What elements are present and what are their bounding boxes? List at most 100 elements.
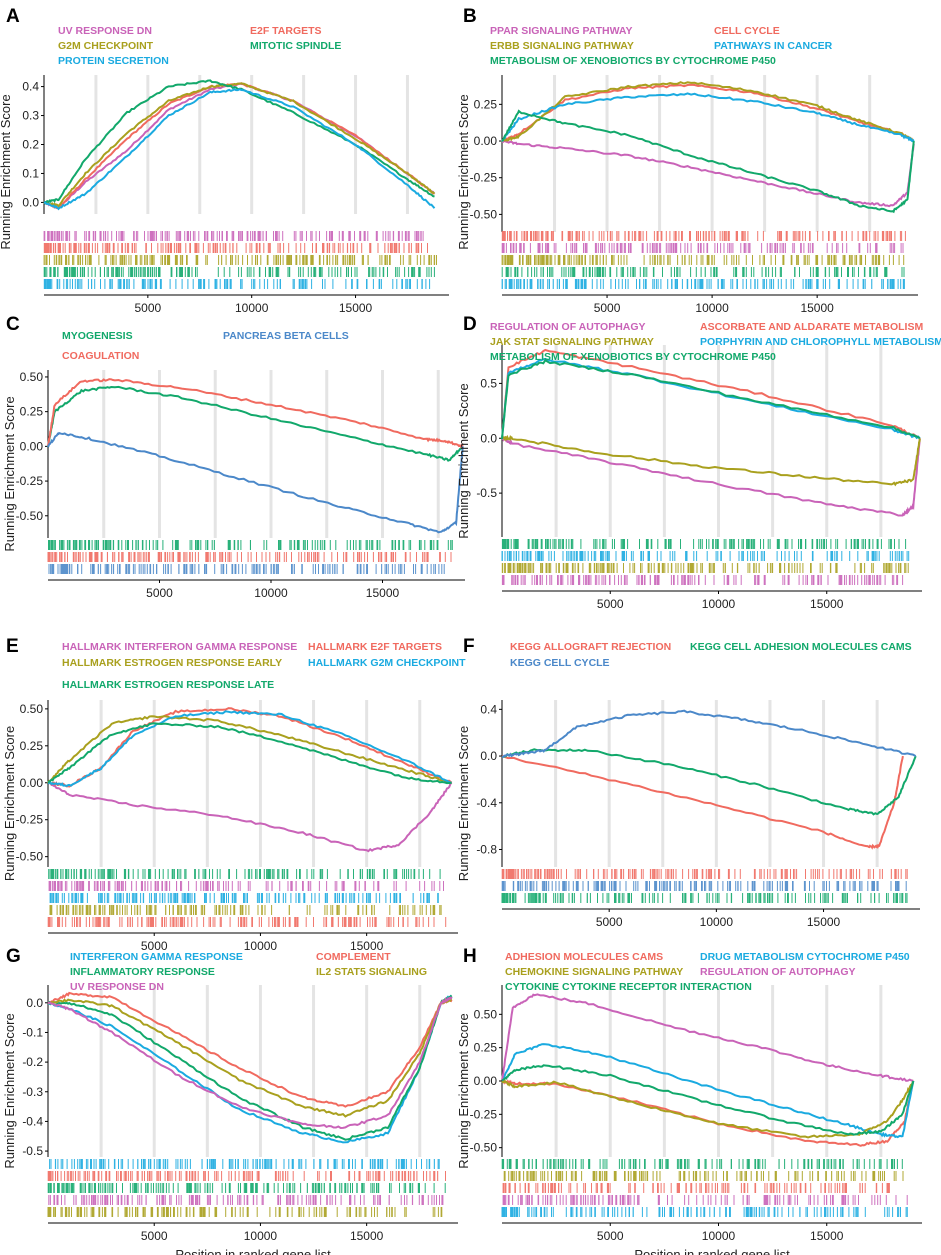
y-tick-label: 0.00 bbox=[474, 134, 498, 148]
legend-entry: HALLMARK INTERFERON GAMMA RESPONSE bbox=[62, 641, 297, 653]
y-tick-label: -0.50 bbox=[470, 207, 498, 221]
series-line bbox=[47, 997, 453, 1118]
series-line bbox=[501, 358, 921, 440]
legend-entry: COAGULATION bbox=[62, 350, 139, 362]
legend-entry: CHEMOKINE SIGNALING PATHWAY bbox=[505, 966, 683, 978]
y-axis-title: Running Enrichment Score bbox=[2, 396, 17, 551]
series-line bbox=[501, 754, 904, 850]
legend-entry: ERBB SIGNALING PATHWAY bbox=[490, 40, 634, 52]
series-line bbox=[501, 993, 914, 1082]
legend-entry: HALLMARK E2F TARGETS bbox=[308, 641, 442, 653]
rug-hits bbox=[501, 231, 906, 241]
y-tick-label: 0.0 bbox=[22, 195, 39, 209]
legend-entry: PATHWAYS IN CANCER bbox=[714, 40, 833, 52]
series-line bbox=[47, 722, 452, 785]
x-tick-label: 10000 bbox=[702, 1229, 736, 1243]
legend-entry: ASCORBATE AND ALDARATE METABOLISM bbox=[700, 321, 923, 333]
series-line bbox=[501, 92, 915, 143]
series-line bbox=[501, 748, 917, 816]
y-tick-label: -0.50 bbox=[16, 850, 44, 864]
panel-f: F 0.4 0.0 -0.4 -0.8 Running Enrichment Score 5… bbox=[456, 636, 920, 929]
y-tick-label: 0.25 bbox=[474, 1041, 498, 1055]
rug-hits bbox=[501, 539, 907, 549]
panel-g: G 0.0 -0.1 -0.2 -0.3 -0.4 -0.5 Running Enrichme… bbox=[2, 946, 458, 1255]
rug-hits bbox=[501, 563, 909, 573]
rug-hits bbox=[501, 575, 904, 585]
x-tick-label: 5000 bbox=[597, 597, 624, 611]
legend-entry: REGULATION OF AUTOPHAGY bbox=[490, 321, 646, 333]
rug-hits bbox=[501, 869, 908, 879]
y-tick-label: 0.50 bbox=[474, 1007, 498, 1021]
rug-hits bbox=[501, 1159, 903, 1169]
y-tick-label: 0.5 bbox=[480, 376, 497, 390]
series-line bbox=[501, 357, 921, 440]
series-line bbox=[43, 82, 436, 208]
series-line bbox=[47, 991, 453, 1108]
panel-label: C bbox=[6, 314, 20, 335]
rug-hits bbox=[43, 243, 428, 253]
panel-d: D 0.5 0.0 -0.5 Running Enrichment Score 5000 1… bbox=[456, 314, 941, 611]
x-tick-label: 5000 bbox=[597, 1229, 624, 1243]
x-tick-label: 15000 bbox=[350, 1229, 384, 1243]
y-tick-label: -0.3 bbox=[22, 1085, 43, 1099]
rug-hits bbox=[43, 267, 435, 277]
rug-hits bbox=[43, 231, 424, 241]
rug-hits bbox=[47, 1207, 443, 1217]
series-line bbox=[47, 781, 453, 853]
rug-hits bbox=[503, 1171, 904, 1181]
rug-hits bbox=[48, 869, 441, 879]
y-tick-label: 0.50 bbox=[20, 702, 44, 716]
y-axis-title: Running Enrichment Score bbox=[456, 383, 471, 538]
y-tick-label: -0.8 bbox=[476, 842, 497, 856]
rug-hits bbox=[502, 1183, 890, 1193]
legend-entry: HALLMARK G2M CHECKPOINT bbox=[308, 657, 466, 669]
series-line bbox=[43, 79, 435, 205]
rug-hits bbox=[47, 917, 447, 927]
y-tick-label: -0.5 bbox=[22, 1144, 43, 1158]
x-tick-label: 10000 bbox=[244, 1229, 278, 1243]
panel-label: E bbox=[6, 636, 19, 657]
legend-entry: CELL CYCLE bbox=[714, 25, 780, 37]
y-tick-label: -0.25 bbox=[470, 1107, 498, 1121]
series-line bbox=[501, 1064, 915, 1136]
legend-entry: ADHESION MOLECULES CAMS bbox=[505, 951, 663, 963]
y-tick-label: 0.3 bbox=[22, 109, 39, 123]
series-line bbox=[501, 1079, 915, 1147]
x-tick-label: 15000 bbox=[800, 301, 834, 315]
y-axis-title: Running Enrichment Score bbox=[456, 94, 471, 249]
series-line bbox=[501, 81, 915, 143]
panel-label: G bbox=[6, 946, 21, 967]
panel-label: B bbox=[463, 6, 477, 27]
legend-entry: CYTOKINE CYTOKINE RECEPTOR INTERACTION bbox=[505, 981, 752, 993]
legend-entry: G2M CHECKPOINT bbox=[58, 40, 154, 52]
legend-entry: E2F TARGETS bbox=[250, 25, 322, 37]
x-tick-label: 15000 bbox=[807, 915, 841, 929]
x-tick-label: 15000 bbox=[350, 939, 384, 953]
series-line bbox=[501, 434, 921, 487]
legend-entry: IL2 STAT5 SIGNALING bbox=[316, 966, 427, 978]
y-tick-label: -0.4 bbox=[22, 1114, 43, 1128]
rug-hits bbox=[501, 893, 908, 903]
y-axis-title: Running Enrichment Score bbox=[2, 1013, 17, 1168]
y-axis-title: Running Enrichment Score bbox=[0, 94, 13, 249]
legend-entry: DRUG METABOLISM CYTOCHROME P450 bbox=[700, 951, 910, 963]
x-tick-label: 5000 bbox=[146, 586, 173, 600]
rug-hits bbox=[49, 1159, 440, 1169]
legend-entry: JAK STAT SIGNALING PATHWAY bbox=[490, 336, 654, 348]
series-line bbox=[43, 82, 436, 210]
series-line bbox=[47, 378, 464, 449]
y-tick-label: 0.0 bbox=[26, 996, 43, 1010]
rug-hits bbox=[43, 255, 437, 265]
legend-entry: KEGG CELL CYCLE bbox=[510, 657, 610, 669]
rug-hits bbox=[47, 1183, 446, 1193]
x-axis-title: Position in ranked gene list bbox=[175, 1247, 331, 1255]
y-tick-label: -0.4 bbox=[476, 796, 497, 810]
x-tick-label: 10000 bbox=[244, 939, 278, 953]
x-tick-label: 5000 bbox=[594, 301, 621, 315]
series-line bbox=[47, 710, 452, 788]
legend-entry: HALLMARK ESTROGEN RESPONSE LATE bbox=[62, 679, 274, 691]
rug-hits bbox=[48, 881, 444, 891]
